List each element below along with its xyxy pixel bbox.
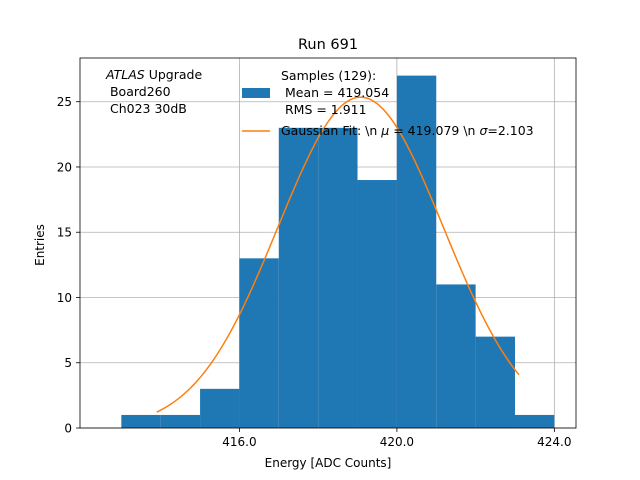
annotation-line-3: Ch023 30dB	[106, 101, 187, 116]
histogram-bar-7	[396, 75, 437, 428]
y-tick-label: 0	[64, 422, 72, 436]
y-tick-label: 5	[64, 356, 72, 370]
x-axis-ticks: 416.0 420.0 424.0	[222, 428, 572, 449]
y-tick-label: 15	[57, 226, 72, 240]
histogram-bar-8	[436, 284, 476, 428]
legend-samples-line-3: RMS = 1.911	[281, 102, 367, 117]
x-tick-label: 420.0	[380, 435, 414, 449]
chart-title: Run 691	[298, 37, 358, 53]
annotation-line-1: ATLAS Upgrade	[105, 67, 202, 82]
histogram-bars	[121, 75, 555, 428]
legend-samples-line-2: Mean = 419.054	[281, 85, 389, 100]
atlas-annotation: ATLAS Upgrade Board260 Ch023 30dB	[105, 67, 202, 116]
legend-fit-label: Gaussian Fit: \n μ = 419.079 \n σ=2.103	[281, 123, 534, 138]
y-tick-label: 10	[57, 291, 72, 305]
legend-samples-line-1: Samples (129):	[281, 68, 376, 83]
histogram-bar-0	[121, 414, 161, 428]
annotation-upgrade: Upgrade	[145, 67, 203, 82]
histogram-bar-3	[239, 258, 279, 428]
x-tick-label: 424.0	[537, 435, 571, 449]
histogram-bar-6	[357, 180, 397, 428]
histogram-bar-2	[200, 388, 240, 428]
axes-frame	[79, 57, 577, 429]
histogram-bar-4	[278, 127, 319, 428]
gaussian-fit-curve	[156, 96, 520, 413]
annotation-line-2: Board260	[106, 84, 171, 99]
y-tick-label: 20	[57, 160, 72, 174]
y-tick-label: 25	[57, 95, 72, 109]
x-tick-label: 416.0	[222, 435, 256, 449]
legend: Samples (129): Mean = 419.054 RMS = 1.91…	[242, 68, 534, 138]
annotation-italic-atlas: ATLAS	[105, 67, 145, 82]
histogram-bar-9	[475, 336, 515, 428]
histogram-bar-1	[160, 414, 201, 428]
x-axis-label: Energy [ADC Counts]	[265, 456, 392, 470]
y-axis-label: Entries	[33, 224, 47, 266]
y-axis-ticks: 0 5 10 15 20 25	[57, 95, 80, 436]
histogram-bar-10	[514, 414, 555, 428]
histogram-bar-5	[318, 127, 358, 428]
legend-samples-swatch	[242, 88, 270, 98]
